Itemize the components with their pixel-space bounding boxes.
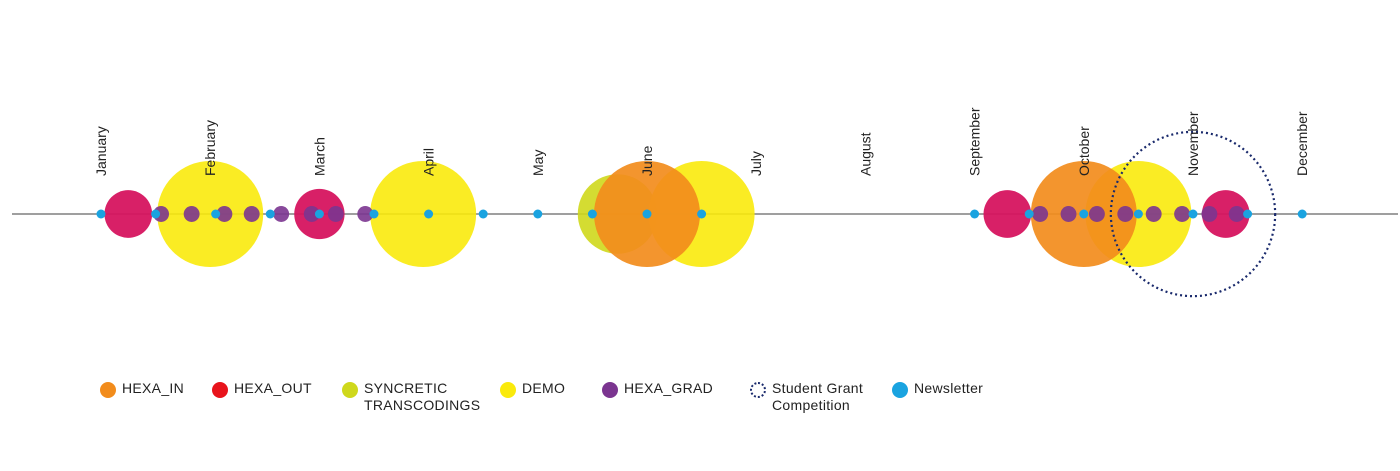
month-label: May [530, 150, 546, 176]
legend-item-student-grant-competition: Student Grant Competition [750, 380, 863, 414]
newsletter-dot [1297, 209, 1307, 219]
event-bubbles [104, 130, 1277, 298]
event-hexa-grad-bubble [1117, 206, 1134, 222]
event-hexa-grad-bubble [1032, 206, 1049, 222]
month-label: September [967, 107, 983, 176]
newsletter-dot [369, 209, 379, 219]
legend-swatch [100, 382, 116, 398]
month-label: April [421, 148, 437, 176]
event-hexa-grad-bubble [327, 206, 344, 222]
month-label: December [1294, 111, 1310, 176]
newsletter-dot [151, 209, 161, 219]
legend-swatch [602, 382, 618, 398]
newsletter-dot [533, 209, 543, 219]
event-hexa-grad-bubble [216, 206, 233, 222]
event-hexa-grad-bubble [243, 206, 260, 222]
newsletter-dot [1243, 209, 1253, 219]
newsletter-dot [96, 209, 106, 219]
event-hexa-out-bubble [1201, 190, 1250, 238]
newsletter-dot [265, 209, 275, 219]
legend-label: HEXA_GRAD [624, 380, 714, 396]
legend-item-hexa-in: HEXA_IN [100, 380, 184, 398]
legend-swatch [500, 382, 516, 398]
legend-item-demo: DEMO [500, 380, 565, 398]
event-hexa-grad-bubble [1088, 206, 1105, 222]
event-hexa-grad-bubble [273, 206, 290, 222]
legend-swatch [342, 382, 358, 398]
legend-swatch [212, 382, 228, 398]
event-hexa-grad-bubble [1145, 206, 1162, 222]
month-label: October [1076, 126, 1092, 176]
legend-label: Newsletter [914, 380, 984, 396]
legend-label: Student Grant Competition [772, 380, 864, 413]
newsletter-dot [1079, 209, 1089, 219]
legend-item-newsletter: Newsletter [892, 380, 983, 398]
event-demo-bubble [370, 161, 477, 267]
event-demo-bubble [157, 161, 264, 267]
legend-item-hexa-out: HEXA_OUT [212, 380, 312, 398]
newsletter-dot [1133, 209, 1143, 219]
timeline-chart: January February March April May June July Augu… [12, 107, 1398, 298]
legend-label: HEXA_OUT [234, 380, 312, 396]
newsletter-dot [211, 209, 221, 219]
newsletter-dot [424, 209, 434, 219]
month-label: March [311, 137, 327, 176]
newsletter-dot [1024, 209, 1034, 219]
newsletter-dot [642, 209, 652, 219]
event-hexa-grad-bubble [1060, 206, 1077, 222]
event-hexa-out-bubble [983, 190, 1032, 238]
event-hexa-grad-bubble [1228, 206, 1245, 222]
event-hexa-out-bubble [104, 190, 153, 238]
event-hexa-grad-bubble [357, 206, 374, 222]
month-label: February [202, 120, 218, 176]
legend-label: HEXA_IN [122, 380, 185, 396]
newsletter-dot [587, 209, 597, 219]
event-hexa-grad-bubble [183, 206, 200, 222]
newsletter-dots [96, 209, 1307, 219]
newsletter-dot [970, 209, 980, 219]
newsletter-dot [1188, 209, 1198, 219]
event-student-grant-competition-bubble [1109, 130, 1277, 298]
month-label: January [93, 126, 109, 176]
legend-item-syncretic-transcodings: SYNCRETIC TRANSCODINGS [342, 380, 480, 414]
event-hexa-grad-bubble [1201, 206, 1218, 222]
legend-label: DEMO [522, 380, 566, 396]
legend-swatch [750, 382, 766, 398]
event-hexa-grad-bubble [303, 206, 320, 222]
legend: HEXA_IN HEXA_OUT SYNCRETIC TRANSCODINGS DEM… [100, 380, 1100, 440]
newsletter-dot [478, 209, 488, 219]
month-label: June [639, 145, 655, 176]
month-label: July [748, 151, 764, 176]
legend-swatch [892, 382, 908, 398]
month-label: November [1185, 111, 1201, 176]
newsletter-dot [314, 209, 324, 219]
month-labels: January February March April May June July Augu… [93, 107, 1310, 176]
legend-label: SYNCRETIC TRANSCODINGS [364, 380, 481, 413]
newsletter-dot [697, 209, 707, 219]
month-label: August [857, 132, 873, 176]
event-hexa-grad-bubble [1174, 206, 1191, 222]
legend-item-hexa-grad: HEXA_GRAD [602, 380, 713, 398]
